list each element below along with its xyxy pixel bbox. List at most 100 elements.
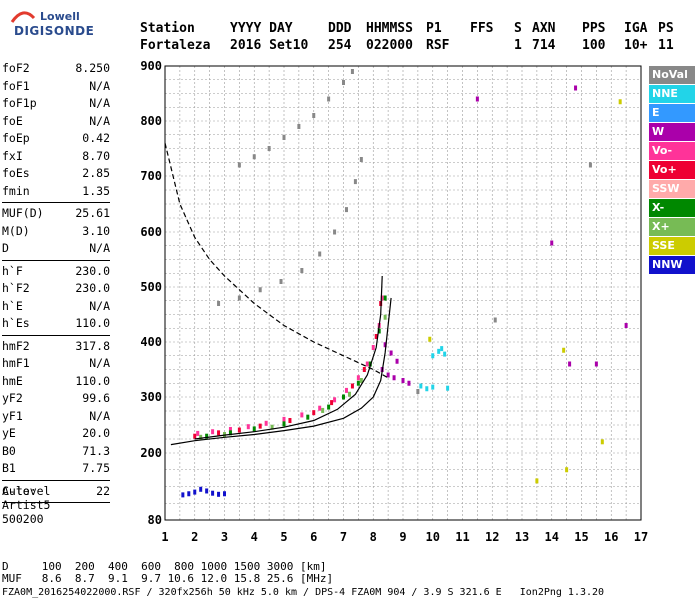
- param-value: 99.6: [82, 391, 110, 405]
- param-value: N/A: [89, 241, 110, 255]
- echo-point: [588, 162, 592, 168]
- echo-point: [347, 391, 351, 397]
- echo-point: [380, 295, 384, 301]
- x-tick-label: 5: [280, 530, 287, 544]
- echo-point: [205, 433, 209, 439]
- echo-point: [359, 378, 363, 383]
- echo-point: [267, 146, 271, 151]
- echo-point: [342, 394, 345, 400]
- x-tick-label: 16: [604, 530, 618, 544]
- logo-line1: Lowell: [40, 10, 80, 23]
- header-value: RSF: [426, 38, 450, 53]
- header-value: 022000: [366, 38, 413, 53]
- param-name: foF1p: [2, 96, 37, 110]
- param-value: N/A: [89, 78, 110, 93]
- echo-point: [181, 492, 185, 498]
- param-name: B1: [2, 461, 16, 475]
- y-tick-label: 400: [140, 335, 162, 349]
- echo-point: [377, 328, 381, 334]
- echo-point: [205, 488, 209, 494]
- echo-point: [562, 347, 566, 353]
- y-tick-label: 80: [148, 513, 162, 527]
- echo-point: [237, 162, 241, 168]
- echo-point: [282, 416, 286, 422]
- x-tick-label: 9: [399, 530, 406, 544]
- echo-point: [392, 375, 396, 381]
- echo-point: [443, 351, 447, 357]
- header-label: HHMMSS: [366, 21, 413, 36]
- echo-point: [217, 430, 221, 436]
- auto-algorithm: Artist5: [2, 498, 51, 512]
- header-label: Station: [140, 21, 195, 36]
- param-row: h`E N/A: [2, 298, 110, 316]
- echo-point: [437, 348, 441, 354]
- param-value: 22: [96, 483, 110, 498]
- chart-data-points: [181, 69, 628, 498]
- header-label: PPS: [582, 21, 606, 36]
- echo-point: [419, 383, 423, 389]
- echo-point: [258, 287, 262, 293]
- param-value: 0.42: [82, 131, 110, 145]
- param-row: MUF(D) 25.61: [2, 205, 110, 223]
- param-value: 317.8: [75, 338, 110, 353]
- param-value: N/A: [89, 113, 110, 128]
- param-value: 230.0: [75, 281, 110, 295]
- echo-point: [353, 179, 357, 185]
- header-label: AXN: [532, 21, 556, 36]
- echo-point: [446, 385, 450, 391]
- logo-arc-icon: [10, 11, 36, 23]
- param-name: h`F: [2, 263, 23, 278]
- echo-point: [330, 400, 334, 406]
- echo-point: [359, 157, 363, 162]
- x-tick-label: 14: [545, 530, 559, 544]
- echo-point: [264, 420, 268, 426]
- echo-point: [386, 372, 390, 378]
- header-label: IGA: [624, 21, 648, 36]
- echo-point: [383, 342, 387, 348]
- echo-point: [246, 424, 250, 430]
- echo-point: [356, 380, 360, 386]
- header-value: Fortaleza: [140, 38, 211, 53]
- param-row: h`Es 110.0: [2, 315, 110, 333]
- echo-point: [228, 430, 232, 436]
- echo-point: [350, 69, 354, 74]
- echo-point: [568, 361, 572, 367]
- legend-entry: X+: [649, 218, 695, 236]
- scaled-parameters-panel: foF2 8.250 foF1 N/A foF1p N/A foE N/A foEp 0.42 fx…: [2, 60, 110, 505]
- param-row: fmin 1.35: [2, 183, 110, 201]
- param-name: yE: [2, 426, 16, 440]
- echo-point: [383, 314, 387, 320]
- param-row: B1 7.75: [2, 460, 110, 478]
- param-row: D N/A: [2, 240, 110, 258]
- chart-tick-labels: 1 2 3 4 5 6 7 8 9 10 11 12 13 14 15 16 17802003004005006…: [140, 59, 648, 544]
- echo-point: [350, 383, 354, 389]
- echo-point: [211, 490, 215, 496]
- echo-point: [321, 407, 325, 413]
- header-value: 10+: [624, 38, 648, 53]
- echo-point: [600, 439, 604, 445]
- muf-dashed-line: [164, 142, 389, 379]
- param-row: foF1p N/A: [2, 95, 110, 113]
- param-name: MUF(D): [2, 206, 44, 220]
- echo-point: [535, 478, 539, 484]
- chart-trace-lines: [164, 142, 392, 446]
- param-row: yF1 N/A: [2, 408, 110, 426]
- y-tick-label: 900: [140, 59, 162, 73]
- echo-point: [223, 491, 226, 497]
- param-row: hmF2 317.8: [2, 338, 110, 356]
- echo-point: [193, 489, 197, 495]
- logo-line2: DIGISONDE: [14, 24, 95, 38]
- legend-entry: NNE: [649, 85, 695, 103]
- echo-point: [199, 486, 203, 492]
- header-value: 254: [328, 38, 352, 53]
- param-row: hmF1 N/A: [2, 355, 110, 373]
- header-label: P1: [426, 21, 442, 36]
- y-tick-label: 700: [140, 169, 162, 183]
- echo-point: [431, 384, 435, 390]
- echo-point: [475, 96, 479, 102]
- polarization-legend: NoVal NNE E W Vo- Vo+ SSW X- X+ SSE NNW: [649, 66, 695, 275]
- echo-point: [288, 418, 292, 424]
- param-value: 110.0: [75, 316, 110, 330]
- param-name: D: [2, 241, 9, 255]
- echo-point: [270, 424, 274, 430]
